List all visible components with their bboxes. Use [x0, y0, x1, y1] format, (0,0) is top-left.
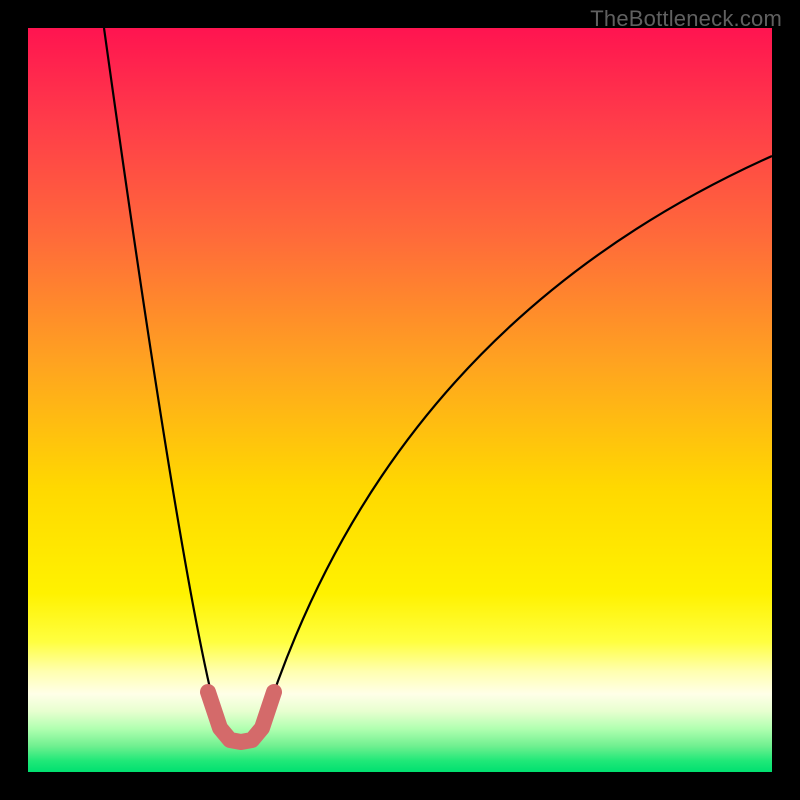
- frame-bottom: [0, 772, 800, 800]
- frame-left: [0, 0, 28, 800]
- watermark-text: TheBottleneck.com: [590, 6, 782, 32]
- frame-right: [772, 0, 800, 800]
- chart-background: [28, 28, 772, 772]
- chart-svg: [28, 28, 772, 772]
- chart-plot-area: [28, 28, 772, 772]
